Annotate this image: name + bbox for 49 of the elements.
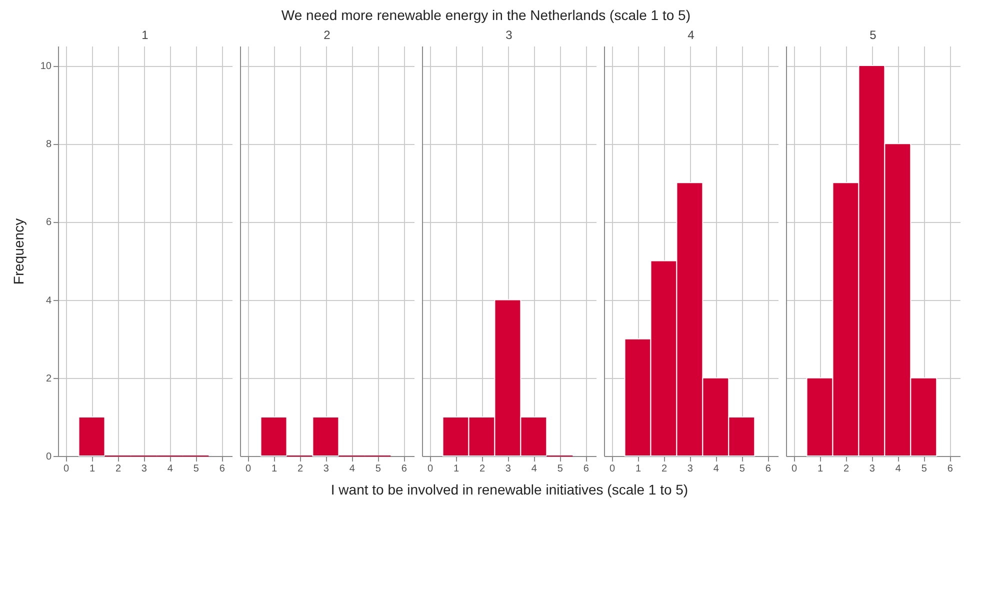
chart-title: 1 xyxy=(142,28,149,42)
x-tick-label: 3 xyxy=(141,464,148,474)
x-tick-label: 3 xyxy=(323,464,330,474)
x-tick-label: 1 xyxy=(453,464,460,474)
x-tick-label: 6 xyxy=(583,464,590,474)
x-tick-label: 0 xyxy=(610,464,616,474)
x-tick-label: 0 xyxy=(64,464,70,474)
x-tick-label: 6 xyxy=(765,464,772,474)
x-tick-label: 0 xyxy=(246,464,252,474)
x-tick-label: 6 xyxy=(947,464,954,474)
x-tick-label: 1 xyxy=(271,464,278,474)
x-tick-label: 4 xyxy=(895,464,902,474)
y-tick-label: 2 xyxy=(46,373,52,384)
y-tick-label: 4 xyxy=(46,295,52,306)
chart-title: 4 xyxy=(688,28,695,42)
x-tick-label: 1 xyxy=(817,464,824,474)
y-tick-label: 0 xyxy=(46,452,52,462)
x-tick-label: 0 xyxy=(428,464,434,474)
x-tick-label: 3 xyxy=(869,464,876,474)
y-axis-title: Frequency xyxy=(10,218,26,285)
x-tick-label: 5 xyxy=(375,464,382,474)
x-tick-label: 4 xyxy=(713,464,720,474)
x-tick-label: 4 xyxy=(349,464,356,474)
x-tick-label: 2 xyxy=(661,464,668,474)
x-tick-label: 0 xyxy=(792,464,798,474)
x-tick-label: 4 xyxy=(167,464,174,474)
x-tick-label: 5 xyxy=(193,464,200,474)
x-tick-label: 3 xyxy=(687,464,694,474)
x-tick-label: 2 xyxy=(115,464,122,474)
y-tick-label: 10 xyxy=(40,61,52,72)
x-tick-label: 2 xyxy=(843,464,850,474)
x-axis-title: I want to be involved in renewable initiatives (scale 1 to 5) xyxy=(330,482,688,498)
x-tick-label: 5 xyxy=(739,464,746,474)
x-tick-label: 5 xyxy=(557,464,564,474)
chart-title: 5 xyxy=(870,28,877,42)
x-tick-label: 2 xyxy=(479,464,486,474)
x-tick-label: 1 xyxy=(89,464,96,474)
text: We need more renewable energy in the Netherlands (scale 1 to 5) xyxy=(281,7,690,23)
x-tick-label: 6 xyxy=(401,464,408,474)
chart-title: 3 xyxy=(506,28,513,42)
x-tick-label: 4 xyxy=(531,464,538,474)
y-tick-label: 6 xyxy=(46,217,52,228)
x-tick-label: 2 xyxy=(297,464,304,474)
x-tick-label: 1 xyxy=(635,464,642,474)
y-tick-label: 8 xyxy=(46,139,52,150)
x-tick-label: 5 xyxy=(921,464,928,474)
x-tick-label: 6 xyxy=(219,464,226,474)
chart-title: 2 xyxy=(324,28,331,42)
x-tick-label: 3 xyxy=(505,464,512,474)
